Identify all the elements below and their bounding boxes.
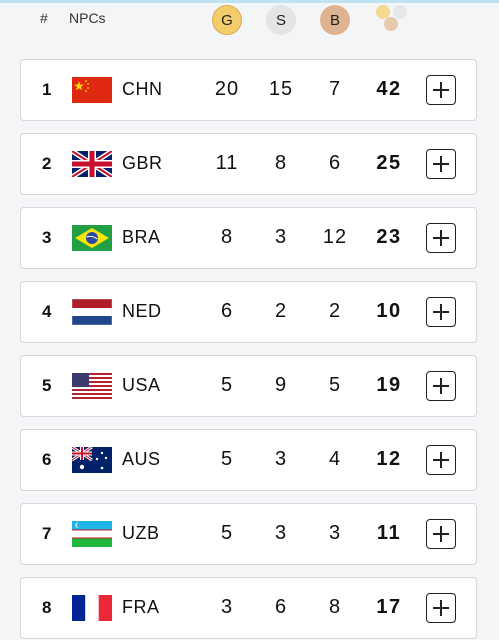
gold-count: 11 — [215, 152, 239, 174]
table-row[interactable]: 4 NED 6 2 2 10 — [20, 281, 477, 343]
npcs-column-header[interactable]: NPCs — [69, 10, 106, 26]
china-flag — [72, 77, 112, 103]
usa-flag — [72, 373, 112, 399]
silver-count: 6 — [274, 596, 288, 618]
expand-row-button[interactable] — [426, 223, 456, 253]
total-count: 11 — [376, 522, 402, 544]
expand-row-button[interactable] — [426, 149, 456, 179]
bronze-medal-header[interactable]: B — [320, 5, 350, 35]
table-row[interactable]: 3 BRA 8 3 12 23 — [20, 207, 477, 269]
silver-count: 3 — [274, 226, 288, 248]
uk-flag — [72, 151, 112, 177]
expand-row-button[interactable] — [426, 593, 456, 623]
expand-row-button[interactable] — [426, 519, 456, 549]
country-code: NED — [122, 301, 162, 321]
bronze-count: 12 — [322, 226, 348, 248]
table-row[interactable]: 2 GBR 11 8 6 25 — [20, 133, 477, 195]
country-code: GBR — [122, 153, 163, 173]
gold-count: 20 — [214, 78, 240, 100]
rank-value: 1 — [42, 80, 52, 99]
expand-row-button[interactable] — [426, 445, 456, 475]
bronze-count: 4 — [328, 448, 342, 470]
bronze-count: 6 — [328, 152, 342, 174]
uzbekistan-flag — [72, 521, 112, 547]
silver-count: 9 — [274, 374, 288, 396]
brazil-flag — [72, 225, 112, 251]
table-row[interactable]: 7 UZB 5 3 3 11 — [20, 503, 477, 565]
gold-count: 5 — [220, 448, 234, 470]
bronze-count: 8 — [328, 596, 342, 618]
table-row[interactable]: 6 AUS 5 3 4 12 — [20, 429, 477, 491]
rank-value: 6 — [42, 450, 52, 469]
total-count: 25 — [376, 152, 402, 174]
france-flag — [72, 595, 112, 621]
expand-row-button[interactable] — [426, 75, 456, 105]
gold-count: 3 — [220, 596, 234, 618]
bronze-count: 5 — [328, 374, 342, 396]
table-row[interactable]: 8 FRA 3 6 8 17 — [20, 577, 477, 639]
silver-count: 3 — [274, 448, 288, 470]
table-header: # NPCs G S B — [0, 0, 499, 40]
country-code: AUS — [122, 449, 161, 469]
rank-value: 3 — [42, 228, 52, 247]
country-code: CHN — [122, 79, 163, 99]
bronze-count: 2 — [328, 300, 342, 322]
rank-value: 8 — [42, 598, 52, 617]
australia-flag — [72, 447, 112, 473]
gold-count: 5 — [220, 374, 234, 396]
table-row[interactable]: 5 USA 5 9 5 19 — [20, 355, 477, 417]
total-count: 12 — [376, 448, 402, 470]
medals-total-icon[interactable] — [374, 3, 410, 33]
gold-count: 6 — [220, 300, 234, 322]
total-count: 42 — [376, 78, 402, 100]
expand-row-button[interactable] — [426, 297, 456, 327]
silver-count: 3 — [274, 522, 288, 544]
country-code: UZB — [122, 523, 160, 543]
silver-medal-header[interactable]: S — [266, 5, 296, 35]
country-code: FRA — [122, 597, 160, 617]
total-count: 23 — [376, 226, 402, 248]
silver-count: 15 — [268, 78, 294, 100]
rank-value: 2 — [42, 154, 52, 173]
bronze-count: 7 — [328, 78, 342, 100]
gold-count: 8 — [220, 226, 234, 248]
gold-medal-header[interactable]: G — [212, 5, 242, 35]
country-code: USA — [122, 375, 161, 395]
netherlands-flag — [72, 299, 112, 325]
rank-value: 7 — [42, 524, 52, 543]
gold-count: 5 — [220, 522, 234, 544]
table-row[interactable]: 1 CHN 20 15 7 42 — [20, 59, 477, 121]
top-accent-line — [0, 0, 499, 3]
silver-count: 2 — [274, 300, 288, 322]
total-count: 10 — [376, 300, 402, 322]
rank-column-header[interactable]: # — [40, 10, 48, 26]
expand-row-button[interactable] — [426, 371, 456, 401]
rank-value: 4 — [42, 302, 52, 321]
rank-value: 5 — [42, 376, 52, 395]
bronze-count: 3 — [328, 522, 342, 544]
silver-count: 8 — [274, 152, 288, 174]
total-count: 19 — [376, 374, 402, 396]
total-count: 17 — [376, 596, 402, 618]
country-code: BRA — [122, 227, 161, 247]
